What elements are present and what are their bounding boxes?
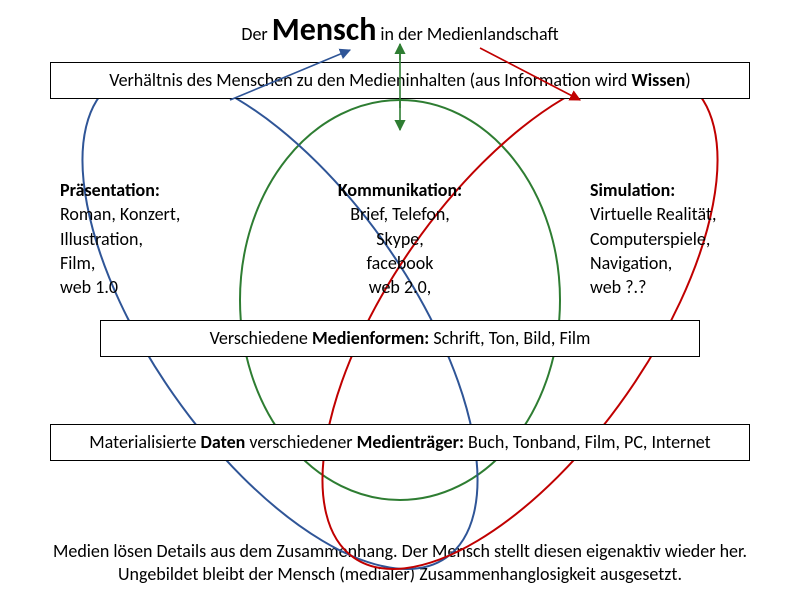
column-line: Virtuelle Realität, [590,202,790,226]
box-relation: Verhältnis des Menschen zu den Medieninh… [50,62,750,99]
column-presentation: Präsentation:Roman, Konzert,Illustration… [60,178,260,299]
column-line: Film, [60,251,260,275]
column-header: Simulation: [590,178,790,202]
title-prefix: Der [241,23,271,45]
box-media-carriers: Materialisierte Daten verschiedener Medi… [50,424,750,461]
column-line: Computerspiele, [590,227,790,251]
box-mid-bold: Medienformen: [312,327,429,349]
column-simulation: Simulation:Virtuelle Realität,Computersp… [590,178,790,299]
box-top-pre: Verhältnis des Menschen zu den Medieninh… [109,69,631,91]
column-communication: Kommunikation:Brief, Telefon,Skype,faceb… [300,178,500,299]
column-line: Brief, Telefon, [300,202,500,226]
diagram-canvas: Der Mensch in der Medienlandschaft Präse… [0,0,800,600]
box-mid-pre: Verschiedene [210,327,312,349]
column-header: Kommunikation: [300,178,500,202]
box-top-post: ) [685,69,690,91]
box-media-forms: Verschiedene Medienformen: Schrift, Ton,… [100,320,700,357]
column-line: Illustration, [60,227,260,251]
column-header: Präsentation: [60,178,260,202]
title-emph: Mensch [272,10,377,49]
column-line: Roman, Konzert, [60,202,260,226]
box-mid-post: Schrift, Ton, Bild, Film [429,327,590,349]
column-line: Skype, [300,227,500,251]
column-line: facebook [300,251,500,275]
column-line: web 2.0, [300,275,500,299]
column-line: web 1.0 [60,275,260,299]
page-title: Der Mensch in der Medienlandschaft [0,10,800,49]
box-top-bold: Wissen [631,69,685,91]
footer-text: Medien lösen Details aus dem Zusammenhan… [40,540,760,587]
column-line: web ?.? [590,275,790,299]
title-suffix: in der Medienlandschaft [376,23,558,45]
column-line: Navigation, [590,251,790,275]
